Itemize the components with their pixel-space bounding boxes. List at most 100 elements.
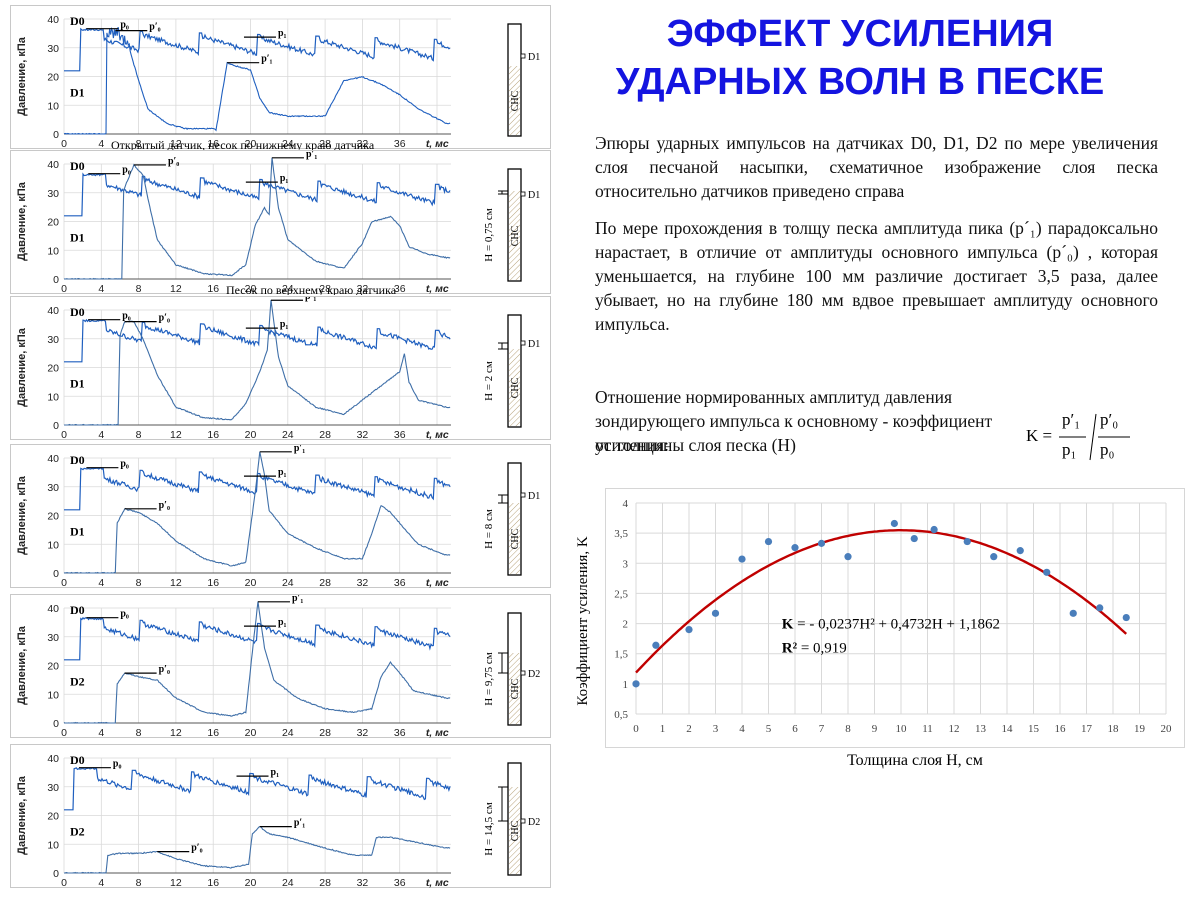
chart-x-tick: 10 (896, 723, 908, 735)
data-point (1016, 547, 1024, 555)
chart-y-tick: 1 (623, 679, 629, 691)
y-tick-label: 0 (53, 568, 59, 580)
chart-x-tick: 20 (1161, 723, 1173, 735)
data-point (1096, 604, 1104, 612)
marker-p0prime-label: p′₀ (168, 156, 179, 167)
data-point (764, 537, 773, 546)
sensor-marker (520, 53, 526, 59)
x-tick-label: 36 (394, 429, 406, 441)
x-tick-label: 24 (282, 138, 294, 150)
x-tick-label: 12 (170, 727, 182, 739)
y-tick-label: 30 (47, 782, 59, 794)
data-point (963, 537, 971, 546)
h-label: H = 8 см (483, 509, 495, 549)
marker-p0prime-label: p′₀ (191, 843, 202, 854)
chart-x-tick: 4 (739, 723, 745, 735)
y-tick-label: 20 (47, 72, 59, 84)
marker-p1prime-label: p′₁ (261, 54, 272, 65)
x-tick-label: 12 (170, 138, 182, 150)
chart-ylabel-box: Коэффициент усиления, K (570, 496, 594, 746)
sensor-label-bottom: D1 (70, 230, 85, 244)
bottom-trace (63, 26, 451, 135)
chart-x-tick: 3 (713, 723, 719, 735)
data-point (1122, 613, 1130, 622)
x-tick-label: 20 (245, 727, 257, 739)
chart-x-tick: 6 (792, 723, 798, 735)
x-tick-label: 16 (207, 283, 219, 295)
x-tick-label: 20 (245, 577, 257, 589)
d0-trace (64, 616, 451, 661)
x-tick-label: 0 (61, 577, 67, 589)
y-tick-label: 20 (47, 511, 59, 523)
data-point (685, 626, 693, 634)
panel-ylabel: Давление, кПа (16, 775, 28, 855)
formula-lines (1059, 413, 1130, 461)
oscillogram-svg: 0 10 20 30 40 0 4 8 12 16 20 24 28 32 36 t, мс Давление,… (16, 297, 540, 441)
y-tick-label: 40 (47, 753, 59, 765)
x-tick-label: t, мс (426, 429, 449, 441)
chart-x-tick: 13 (975, 723, 987, 735)
x-tick-label: 36 (394, 727, 406, 739)
chart-x-tick: 1 (660, 723, 666, 735)
sensor-mark-label: D1 (528, 52, 540, 63)
chart-x-tick: 18 (1108, 723, 1120, 735)
marker-p1prime-label: p′₁ (294, 445, 305, 454)
bottom-trace (63, 157, 451, 280)
data-point (632, 680, 640, 688)
sensor-label-bottom: D1 (70, 85, 85, 99)
chart-x-tick: 2 (686, 723, 692, 735)
bottom-trace (63, 451, 451, 574)
oscillogram-panel-4: 0 10 20 30 40 0 4 8 12 16 20 24 28 32 36 t, мс Давление,… (10, 444, 551, 589)
x-tick-label: 20 (245, 283, 257, 295)
x-tick-label: 32 (357, 877, 369, 889)
data-point (817, 539, 826, 547)
panel-caption: Открытый датчик, песок по нижнему краю д… (111, 138, 375, 150)
x-tick-label: 8 (136, 138, 142, 150)
y-tick-label: 10 (47, 391, 59, 403)
oscillogram-svg: 0 10 20 30 40 0 4 8 12 16 20 24 28 32 36 t, мс Давление,… (16, 14, 540, 150)
chart-x-tick: 14 (1002, 723, 1014, 735)
y-tick-label: 0 (53, 274, 59, 286)
oscillogram-svg: 0 10 20 30 40 0 4 8 12 16 20 24 28 32 36 t, мс Давление,… (16, 151, 540, 295)
x-tick-label: 4 (98, 138, 104, 150)
sensor-label-top: D0 (70, 753, 85, 767)
sand-layer (509, 66, 520, 135)
fit-curve (635, 529, 1128, 674)
sensor-label-bottom: D1 (70, 524, 85, 538)
data-point (844, 553, 852, 561)
data-point (711, 609, 720, 617)
panel-ylabel: Давление, кПа (16, 36, 28, 116)
oscillogram-panel-2: 0 10 20 30 40 0 4 8 12 16 20 24 28 32 36 t, мс Давление,… (10, 150, 551, 295)
chart-x-tick: 9 (872, 723, 878, 735)
d0-trace (64, 318, 451, 363)
sensor-marker (520, 492, 526, 498)
chart-x-tick: 7 (819, 723, 825, 735)
y-tick-label: 40 (47, 603, 59, 615)
marker-p0-label: p₀ (120, 20, 129, 31)
marker-p0prime-label: p′₀ (159, 313, 170, 324)
x-tick-label: 36 (394, 138, 406, 150)
gain-chart: 0,5 1 1,5 2 2,5 3 3,5 4 0 1 2 3 4 5 6 7 8 9 10 11 12 13 14 15 16… (605, 488, 1185, 748)
x-tick-label: t, мс (426, 283, 449, 295)
sensor-label-top: D0 (70, 305, 85, 319)
data-point (1069, 609, 1077, 617)
marker-p1prime-label: p′₁ (294, 818, 305, 829)
slide-title: ЭФФЕКТ УСИЛЕНИЯ УДАРНЫХ ВОЛН В ПЕСКЕ (560, 10, 1160, 106)
oscillogram-panel-1: 0 10 20 30 40 0 4 8 12 16 20 24 28 32 36 t, мс Давление,… (10, 5, 551, 150)
y-tick-label: 0 (53, 420, 59, 432)
y-tick-label: 20 (47, 217, 59, 229)
x-tick-label: 32 (357, 577, 369, 589)
y-tick-label: 10 (47, 100, 59, 112)
sand-layer (509, 349, 520, 426)
x-tick-label: 16 (207, 727, 219, 739)
h-label: H = 0,75 см (483, 208, 495, 262)
sensor-label-top: D0 (70, 453, 85, 467)
chart-x-tick: 19 (1134, 723, 1146, 735)
y-tick-label: 40 (47, 453, 59, 465)
chart-y-tick: 4 (623, 498, 629, 510)
x-tick-label: 0 (61, 429, 67, 441)
x-tick-label: 4 (98, 727, 104, 739)
x-tick-label: 20 (245, 429, 257, 441)
sensor-marker (520, 191, 526, 197)
